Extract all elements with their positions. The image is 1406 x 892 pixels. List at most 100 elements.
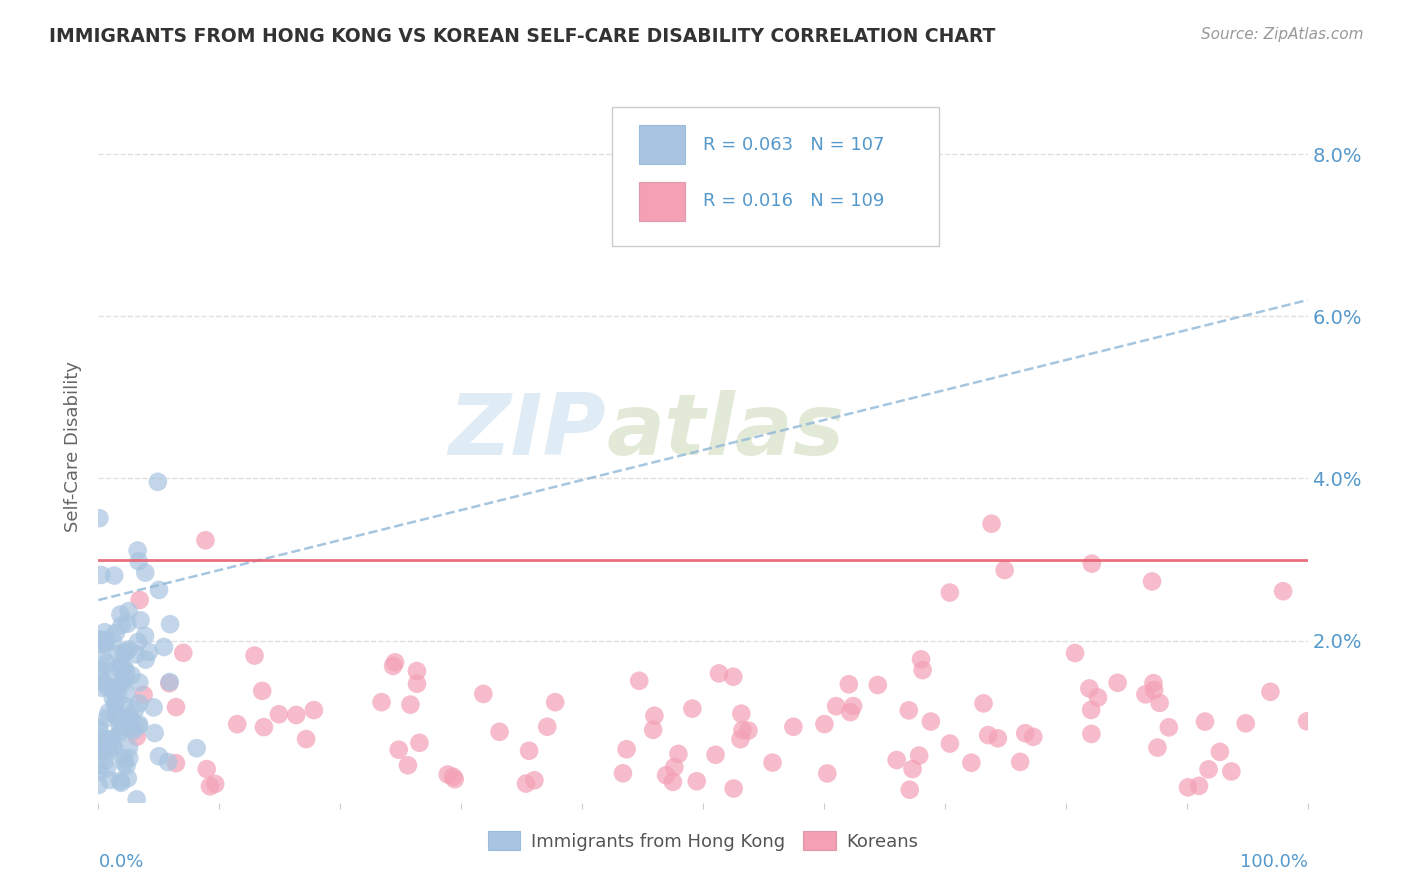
Point <box>104 681 127 696</box>
Legend: Immigrants from Hong Kong, Koreans: Immigrants from Hong Kong, Koreans <box>481 824 925 858</box>
Point <box>148 749 170 764</box>
Point <box>125 730 148 744</box>
Point <box>737 723 759 738</box>
Point <box>117 604 139 618</box>
Point <box>165 756 187 771</box>
Point <box>93 675 115 690</box>
Point <box>1177 780 1199 795</box>
Point <box>89 737 111 751</box>
Point <box>148 582 170 597</box>
Point <box>100 732 122 747</box>
Point <box>128 719 150 733</box>
Point <box>681 701 703 715</box>
Point <box>134 629 156 643</box>
Point <box>994 563 1017 577</box>
Point <box>408 736 430 750</box>
Point <box>1296 714 1319 729</box>
Point <box>1198 763 1220 777</box>
Point <box>90 568 112 582</box>
Point <box>87 739 110 753</box>
Point <box>110 607 132 622</box>
Point <box>1260 685 1282 699</box>
Text: atlas: atlas <box>606 390 845 474</box>
Point <box>89 721 111 735</box>
Point <box>536 720 558 734</box>
Point <box>124 702 146 716</box>
Point <box>515 776 537 790</box>
Point <box>101 691 124 706</box>
Point <box>911 663 934 677</box>
Point <box>1135 687 1157 701</box>
Point <box>118 709 141 723</box>
Text: R = 0.016   N = 109: R = 0.016 N = 109 <box>703 193 884 211</box>
Point <box>165 700 187 714</box>
Point <box>441 770 464 784</box>
Point <box>723 670 745 684</box>
Point <box>101 738 124 752</box>
Point <box>91 743 114 757</box>
Point <box>886 753 908 767</box>
Point <box>195 762 218 776</box>
Point <box>159 617 181 632</box>
Point <box>267 707 290 722</box>
Point <box>134 566 156 580</box>
Point <box>517 744 540 758</box>
Point <box>198 780 221 794</box>
Point <box>987 731 1010 746</box>
Point <box>143 726 166 740</box>
Point <box>110 773 132 788</box>
Point <box>910 652 932 666</box>
Point <box>901 762 924 776</box>
Point <box>898 782 921 797</box>
Point <box>157 676 180 690</box>
Point <box>960 756 983 770</box>
Point <box>1209 745 1232 759</box>
Point <box>382 659 405 673</box>
Point <box>110 776 132 790</box>
Point <box>94 754 117 768</box>
Point <box>115 759 138 773</box>
Point <box>406 677 429 691</box>
Text: ZIP: ZIP <box>449 390 606 474</box>
Point <box>226 717 249 731</box>
Point <box>616 742 638 756</box>
Text: IMMIGRANTS FROM HONG KONG VS KOREAN SELF-CARE DISABILITY CORRELATION CHART: IMMIGRANTS FROM HONG KONG VS KOREAN SELF… <box>49 27 995 45</box>
Point <box>94 636 117 650</box>
Point <box>125 648 148 662</box>
Point <box>104 625 127 640</box>
Point <box>686 774 709 789</box>
Point <box>138 645 160 659</box>
Point <box>253 720 276 734</box>
Point <box>157 755 180 769</box>
Point <box>1080 727 1102 741</box>
Point <box>295 732 318 747</box>
Point <box>98 772 121 787</box>
Point <box>761 756 783 770</box>
Point <box>117 771 139 785</box>
Point <box>204 777 226 791</box>
Text: 100.0%: 100.0% <box>1240 853 1308 871</box>
Point <box>91 744 114 758</box>
Point <box>731 723 754 738</box>
Point <box>1149 696 1171 710</box>
Point <box>544 695 567 709</box>
Point <box>939 737 962 751</box>
Point <box>103 740 125 755</box>
Point <box>108 726 131 740</box>
Point <box>97 680 120 694</box>
Point <box>1140 574 1163 589</box>
Point <box>194 533 217 548</box>
Point <box>115 687 138 701</box>
Point <box>125 792 148 806</box>
Point <box>118 712 141 726</box>
Point <box>668 747 690 761</box>
Point <box>723 781 745 796</box>
Point <box>105 707 128 722</box>
Point <box>250 684 273 698</box>
Point <box>973 697 995 711</box>
Point <box>87 723 110 737</box>
Point <box>96 761 118 775</box>
Point <box>1014 726 1036 740</box>
Point <box>488 724 510 739</box>
Point <box>172 646 194 660</box>
